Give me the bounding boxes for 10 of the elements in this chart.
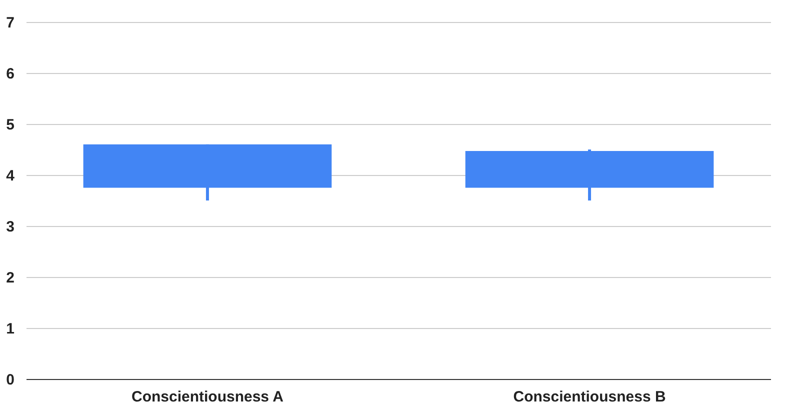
x-tick-label: Conscientiousness B — [513, 388, 666, 406]
y-tick-label: 1 — [6, 320, 14, 338]
x-tick-label: Conscientiousness A — [131, 388, 284, 406]
y-tick-label: 5 — [6, 116, 14, 134]
y-tick-label: 4 — [6, 168, 16, 184]
y-tick-label: 2 — [6, 270, 14, 286]
y-tick-label: 0 — [6, 372, 14, 388]
y-tick-label: 7 — [6, 14, 14, 32]
y-tick-label: 3 — [6, 218, 14, 236]
y-tick-label: 6 — [6, 66, 14, 82]
